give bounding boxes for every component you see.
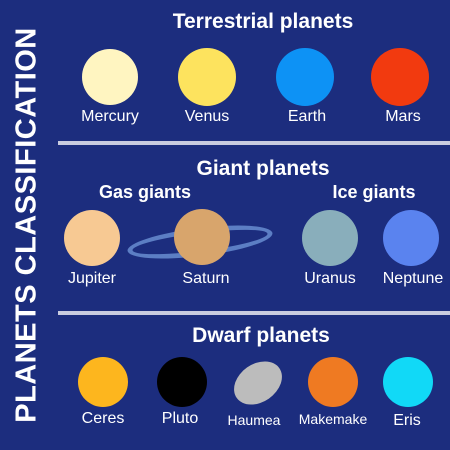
makemake-label: Makemake	[298, 411, 368, 427]
earth-planet	[276, 48, 334, 106]
uranus-label: Uranus	[304, 270, 356, 287]
saturn-planet	[174, 209, 230, 265]
mercury-label: Mercury	[81, 108, 139, 125]
mercury-planet	[82, 49, 138, 105]
neptune-planet	[383, 210, 439, 266]
venus-planet	[178, 48, 236, 106]
earth-label: Earth	[287, 108, 327, 125]
terrestrial-heading: Terrestrial planets	[172, 10, 354, 33]
uranus-planet	[302, 210, 358, 266]
ice-giants-heading: Ice giants	[332, 182, 416, 202]
mars-label: Mars	[385, 108, 421, 125]
mars-planet	[371, 48, 429, 106]
jupiter-planet	[64, 210, 120, 266]
pluto-label: Pluto	[161, 410, 199, 427]
eris-label: Eris	[393, 412, 421, 429]
haumea-planet	[225, 352, 291, 414]
dwarf-heading: Dwarf planets	[192, 324, 330, 347]
side-title: PLANETS CLASSIFICATION	[10, 27, 43, 423]
gas-giants-heading: Gas giants	[98, 182, 192, 202]
neptune-label: Neptune	[382, 270, 444, 287]
section-divider	[58, 141, 450, 145]
pluto-planet	[157, 357, 207, 407]
ceres-label: Ceres	[81, 410, 125, 427]
section-divider	[58, 311, 450, 315]
giant-heading: Giant planets	[196, 157, 330, 180]
eris-planet	[383, 357, 433, 407]
saturn-label: Saturn	[182, 270, 230, 287]
makemake-planet	[308, 357, 358, 407]
haumea-label: Haumea	[227, 412, 281, 428]
venus-label: Venus	[184, 108, 230, 125]
ceres-planet	[78, 357, 128, 407]
jupiter-label: Jupiter	[67, 270, 117, 287]
